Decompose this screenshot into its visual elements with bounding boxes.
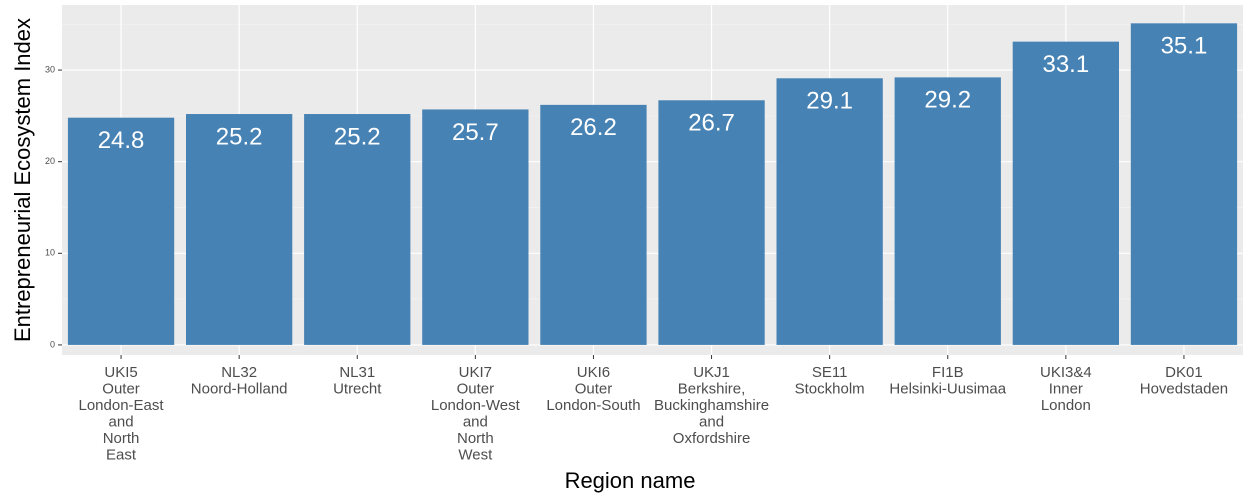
value-label: 29.1 [806, 88, 853, 115]
bar [67, 117, 175, 345]
x-tick-label-line: Outer [102, 380, 140, 397]
x-tick-label: NL31 Utrecht [333, 364, 382, 398]
x-tick-label-line: UKI7 [459, 364, 492, 381]
y-axis-title: Entrepreneurial Ecosystem Index [10, 18, 35, 342]
x-tick-label-line: and [699, 413, 724, 430]
value-label: 25.2 [216, 123, 263, 150]
x-tick-label-line: Oxfordshire [673, 430, 751, 447]
bar [1130, 23, 1238, 345]
value-label: 25.2 [334, 123, 381, 150]
x-tick-label-line: Berkshire, [678, 380, 746, 397]
x-axis-title: Region name [565, 468, 696, 493]
bar [540, 104, 647, 345]
x-tick-label-line: FI1B [932, 364, 964, 381]
x-tick-label-line: East [106, 446, 137, 463]
x-tick-label-line: and [109, 413, 134, 430]
x-tick-label-line: London-South [546, 397, 640, 414]
x-tick-label-line: Outer [457, 380, 495, 397]
value-label: 25.7 [452, 119, 499, 146]
bar [1012, 41, 1119, 345]
y-tick-label: 20 [45, 156, 55, 166]
x-tick-label-line: London-West [431, 397, 521, 414]
x-tick-label-line: NL31 [339, 364, 375, 381]
value-label: 26.2 [570, 114, 617, 141]
x-tick-label-line: Noord-Holland [191, 380, 288, 397]
x-tick-label: UKI3&4 Inner London [1040, 364, 1092, 414]
x-tick-label-line: and [463, 413, 488, 430]
x-tick-label: SE11 Stockholm [795, 364, 865, 398]
value-label: 29.2 [924, 87, 971, 114]
x-tick-label: NL32 Noord-Holland [191, 364, 288, 398]
x-tick-label-line: UKI5 [104, 364, 137, 381]
x-tick-label-line: Utrecht [333, 380, 382, 397]
x-tick-label: UKI5 Outer London-East and North East [79, 364, 165, 464]
y-tick-label: 10 [45, 248, 55, 258]
x-tick-label-line: Helsinki-Uusimaa [889, 380, 1006, 397]
y-tick-label: 30 [45, 64, 55, 74]
x-tick-label-line: London-East [79, 397, 165, 414]
value-label: 24.8 [98, 127, 145, 154]
x-tick-label-line: DK01 [1165, 364, 1203, 381]
x-tick-label: UKI7 Outer London-West and North West [431, 364, 521, 464]
x-tick-label: FI1B Helsinki-Uusimaa [889, 364, 1006, 398]
bar [304, 114, 411, 345]
x-tick-label: UKJ1 Berkshire, Buckinghamshire and Oxfordsh… [654, 364, 769, 447]
x-tick-label-line: London [1041, 397, 1091, 414]
x-tick-label-line: UKJ1 [693, 364, 730, 381]
x-tick-label: DK01 Hovedstaden [1140, 364, 1228, 398]
x-tick-label-line: West [458, 446, 493, 463]
x-tick-label-line: North [457, 430, 494, 447]
bar [894, 77, 1001, 345]
x-tick-label-line: UKI3&4 [1040, 364, 1092, 381]
x-tick-label-line: Outer [575, 380, 613, 397]
x-tick-label-line: North [103, 430, 140, 447]
bar [658, 100, 765, 345]
x-tick-label-line: Stockholm [795, 380, 865, 397]
x-tick-label-line: Inner [1049, 380, 1083, 397]
bar [776, 78, 883, 345]
x-tick-label-line: SE11 [812, 364, 848, 381]
x-tick-label-line: Hovedstaden [1140, 380, 1228, 397]
value-label: 33.1 [1042, 51, 1089, 78]
x-tick-label-line: Buckinghamshire [654, 397, 769, 414]
y-tick-label: 0 [50, 339, 55, 349]
x-tick-label-line: NL32 [221, 364, 257, 381]
bar [186, 114, 293, 345]
bar [422, 109, 529, 345]
value-label: 26.7 [688, 110, 735, 137]
x-tick-label-line: UKI6 [577, 364, 610, 381]
value-label: 35.1 [1161, 33, 1208, 60]
x-tick-label: UKI6 Outer London-South [546, 364, 640, 414]
